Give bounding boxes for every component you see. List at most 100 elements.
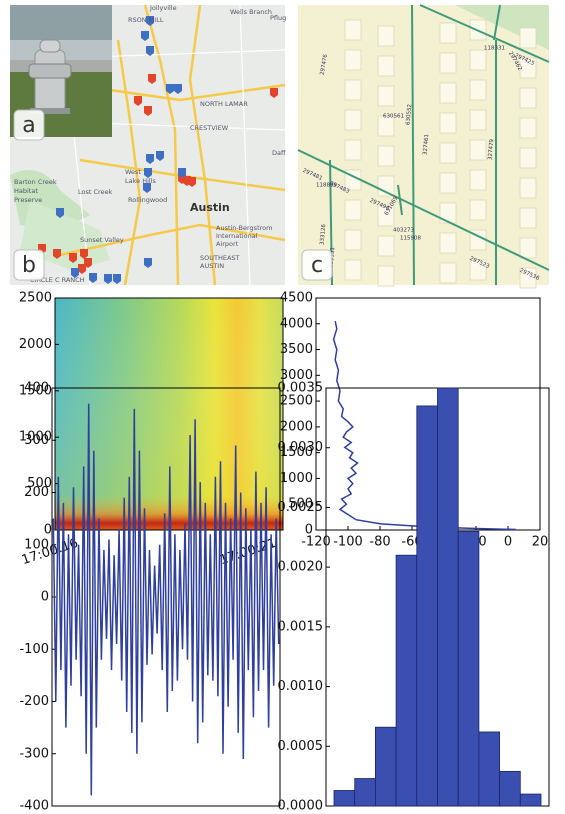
map-label: CRESTVIEW xyxy=(190,124,229,132)
map-marker xyxy=(156,151,164,161)
map-label: Daff xyxy=(272,149,286,157)
map-label: Pflug xyxy=(270,14,286,22)
y-tick-label: 1000 xyxy=(19,430,52,445)
histogram-bar xyxy=(333,790,356,807)
map-marker xyxy=(89,273,97,283)
y-tick-label: 3000 xyxy=(280,368,313,383)
histogram-bar xyxy=(457,530,480,807)
y-tick-label: 0.0025 xyxy=(278,500,324,515)
house xyxy=(344,79,362,101)
hydrant-body xyxy=(34,49,66,113)
pipe-label: 333126 xyxy=(320,223,328,245)
panel-label-box xyxy=(13,249,45,281)
map-label: Wells Branch xyxy=(230,8,272,16)
y-tick-label: 0.0020 xyxy=(278,560,324,575)
house xyxy=(469,109,487,131)
house xyxy=(469,199,487,221)
map-marker xyxy=(143,183,151,193)
house xyxy=(519,267,537,289)
house xyxy=(344,109,362,131)
map-label: RSON MILL xyxy=(128,16,164,24)
x-tick-label: -120 xyxy=(301,535,331,550)
house xyxy=(439,112,457,134)
house xyxy=(439,82,457,104)
map-marker xyxy=(146,154,154,164)
histogram-bar xyxy=(478,731,500,807)
map-marker xyxy=(113,274,121,284)
house xyxy=(519,57,537,79)
y-tick-label: 2000 xyxy=(280,419,313,434)
x-tick-label: -80 xyxy=(369,535,390,550)
house xyxy=(519,237,537,259)
y-tick-label: 500 xyxy=(27,476,52,491)
house xyxy=(439,172,457,194)
house xyxy=(469,169,487,191)
map-label: CIRCLE C RANCH xyxy=(30,276,85,284)
house xyxy=(439,22,457,44)
house xyxy=(439,232,457,254)
y-tick-label: 500 xyxy=(288,497,313,512)
histogram-bar xyxy=(354,778,376,807)
houses xyxy=(344,19,537,289)
house xyxy=(519,207,537,229)
map-marker xyxy=(166,84,174,94)
x-tick-label: 20 xyxy=(532,535,549,550)
map-marker xyxy=(71,268,79,278)
house xyxy=(377,145,395,167)
panel-label-box xyxy=(13,109,45,141)
y-tick-label: 0.0035 xyxy=(278,381,324,396)
map-marker xyxy=(134,96,142,106)
map-marker xyxy=(53,249,61,259)
y-tick-label: 4500 xyxy=(280,291,313,306)
map-label: Preserve xyxy=(14,196,42,204)
map-label: NORTH LAMAR xyxy=(200,100,248,108)
pipe-map-background xyxy=(298,5,549,285)
y-tick-label: 4000 xyxy=(280,316,313,331)
trees xyxy=(10,5,112,40)
y-tick-label: 0.0015 xyxy=(278,619,324,634)
map-marker xyxy=(146,46,154,56)
house xyxy=(519,177,537,199)
map-label: Barton Creek xyxy=(14,178,57,186)
pipe-label: 403273 xyxy=(393,228,414,234)
hydrant-cap xyxy=(39,39,61,53)
panel-label: a xyxy=(22,113,35,138)
map-label: Habitat xyxy=(14,187,38,195)
histogram-bar xyxy=(437,387,459,807)
x-tick-label: -100 xyxy=(333,535,363,550)
map-label: Lost Creek xyxy=(78,188,113,196)
house xyxy=(469,49,487,71)
map-marker xyxy=(80,249,88,259)
map-label: Sunset Valley xyxy=(80,236,124,244)
house xyxy=(469,79,487,101)
hydrant-photo xyxy=(10,5,112,137)
map-marker xyxy=(69,253,77,263)
y-tick-label: 200 xyxy=(24,485,49,500)
panel-label: b xyxy=(22,253,36,278)
house xyxy=(344,139,362,161)
map-marker xyxy=(174,84,182,94)
pipe-label: 327479 xyxy=(488,138,496,160)
y-tick-label: 1500 xyxy=(19,383,52,398)
map-label: Rollingwood xyxy=(128,196,167,204)
house xyxy=(344,199,362,221)
pipe-label: 118899 xyxy=(316,183,337,189)
y-tick-label: 0 xyxy=(44,523,52,538)
pipe-label: 630552 xyxy=(406,104,414,125)
house xyxy=(344,49,362,71)
house xyxy=(344,19,362,41)
pipe-label: 297476 xyxy=(320,53,330,75)
y-tick-label: 0 xyxy=(41,590,49,605)
line xyxy=(332,321,517,531)
y-tick-label: 2500 xyxy=(19,291,52,306)
line xyxy=(52,403,280,796)
y-tick-label: 1500 xyxy=(280,445,313,460)
y-tick-label: -100 xyxy=(19,642,49,657)
map-marker xyxy=(78,264,86,274)
map-label: Austin-Bergstrom xyxy=(216,224,272,232)
map-marker xyxy=(178,168,186,178)
map-marker xyxy=(270,88,278,98)
y-tick-label: 400 xyxy=(24,381,49,396)
histogram-bar xyxy=(374,726,397,807)
